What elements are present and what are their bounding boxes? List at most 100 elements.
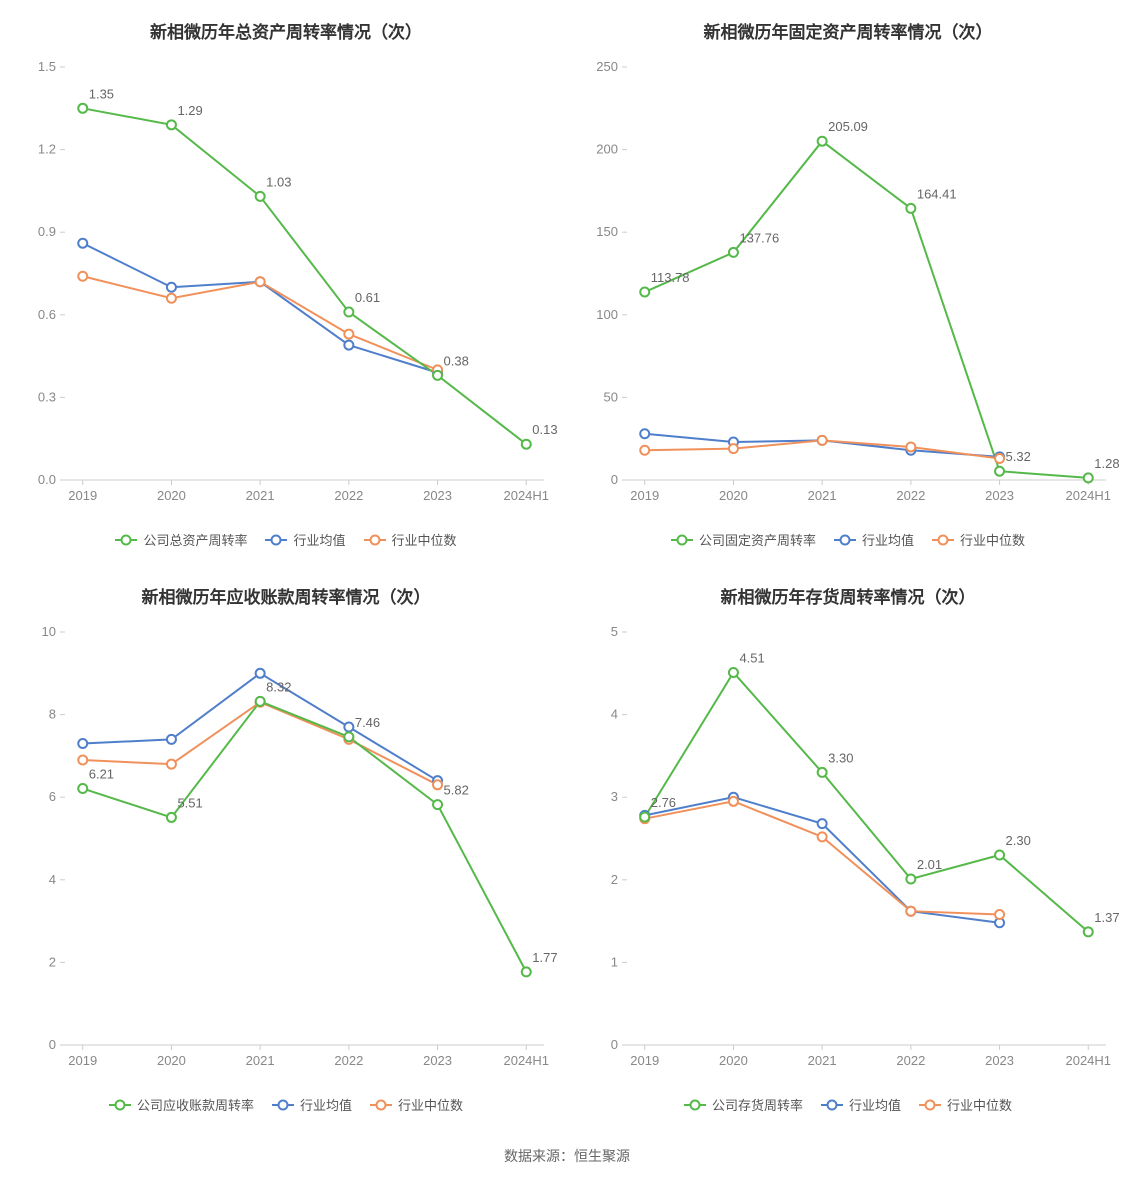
legend-label: 行业中位数 bbox=[392, 530, 457, 549]
y-tick-label: 0.3 bbox=[38, 389, 56, 404]
series-marker-industry_median bbox=[78, 756, 87, 765]
x-tick-label: 2023 bbox=[423, 488, 452, 503]
series-marker-industry_median bbox=[995, 910, 1004, 919]
x-tick-label: 2019 bbox=[630, 1053, 659, 1068]
y-tick-label: 6 bbox=[49, 789, 56, 804]
legend-item-industry_avg[interactable]: 行业均值 bbox=[265, 530, 345, 549]
legend-label: 行业均值 bbox=[300, 1095, 352, 1114]
legend-item-industry_median[interactable]: 行业中位数 bbox=[370, 1095, 463, 1114]
series-marker-industry_avg bbox=[167, 283, 176, 292]
data-label: 137.76 bbox=[739, 230, 779, 245]
legend-label: 公司固定资产周转率 bbox=[699, 530, 816, 549]
x-tick-label: 2020 bbox=[157, 488, 186, 503]
series-marker-company bbox=[995, 467, 1004, 476]
y-tick-label: 8 bbox=[49, 707, 56, 722]
data-label: 205.09 bbox=[828, 119, 868, 134]
data-source-note: 数据来源：恒生聚源 bbox=[0, 1140, 1134, 1184]
data-label: 8.32 bbox=[266, 679, 291, 694]
chart-panel-receivables_turnover: 新相微历年应收账款周转率情况（次）02468102019202020212022… bbox=[10, 575, 562, 1130]
series-marker-company bbox=[256, 192, 265, 201]
series-marker-industry_avg bbox=[818, 819, 827, 828]
legend-item-company[interactable]: 公司应收账款周转率 bbox=[109, 1095, 254, 1114]
chart-svg: 0246810201920202021202220232024H16.215.5… bbox=[10, 612, 562, 1085]
series-marker-company bbox=[818, 137, 827, 146]
data-label: 164.41 bbox=[917, 186, 957, 201]
x-tick-label: 2019 bbox=[68, 1053, 97, 1068]
data-label: 5.51 bbox=[177, 795, 202, 810]
legend-item-industry_avg[interactable]: 行业均值 bbox=[272, 1095, 352, 1114]
data-label: 5.82 bbox=[444, 783, 469, 798]
series-marker-industry_median bbox=[995, 454, 1004, 463]
x-tick-label: 2022 bbox=[896, 1053, 925, 1068]
legend-swatch-icon bbox=[109, 1099, 131, 1111]
data-label: 113.78 bbox=[651, 270, 690, 285]
series-marker-company bbox=[344, 732, 353, 741]
y-tick-label: 0.9 bbox=[38, 224, 56, 239]
x-tick-label: 2019 bbox=[68, 488, 97, 503]
series-line-company bbox=[83, 701, 527, 972]
legend-item-company[interactable]: 公司总资产周转率 bbox=[115, 530, 247, 549]
series-marker-company bbox=[167, 813, 176, 822]
x-tick-label: 2020 bbox=[719, 488, 748, 503]
legend-item-industry_avg[interactable]: 行业均值 bbox=[821, 1095, 901, 1114]
x-tick-label: 2023 bbox=[423, 1053, 452, 1068]
y-tick-label: 0 bbox=[49, 1037, 56, 1052]
legend-swatch-icon bbox=[834, 534, 856, 546]
series-line-industry_avg bbox=[83, 243, 438, 372]
chart-plot-area: 0246810201920202021202220232024H16.215.5… bbox=[10, 612, 562, 1085]
legend-item-industry_median[interactable]: 行业中位数 bbox=[364, 530, 457, 549]
data-label: 2.01 bbox=[917, 857, 942, 872]
legend-swatch-icon bbox=[265, 534, 287, 546]
data-label: 1.35 bbox=[89, 86, 114, 101]
data-label: 4.51 bbox=[739, 650, 764, 665]
series-marker-industry_median bbox=[256, 277, 265, 286]
y-tick-label: 50 bbox=[604, 389, 618, 404]
legend-swatch-icon bbox=[671, 534, 693, 546]
series-marker-industry_avg bbox=[344, 341, 353, 350]
data-label: 0.61 bbox=[355, 290, 380, 305]
legend-item-company[interactable]: 公司固定资产周转率 bbox=[671, 530, 816, 549]
data-label: 2.30 bbox=[1006, 833, 1031, 848]
x-tick-label: 2021 bbox=[246, 1053, 275, 1068]
x-tick-label: 2024H1 bbox=[1065, 488, 1111, 503]
y-tick-label: 5 bbox=[611, 624, 618, 639]
y-tick-label: 1 bbox=[611, 954, 618, 969]
series-marker-company bbox=[640, 813, 649, 822]
series-marker-company bbox=[995, 851, 1004, 860]
legend-item-industry_avg[interactable]: 行业均值 bbox=[834, 530, 914, 549]
series-marker-company bbox=[78, 104, 87, 113]
data-label: 1.37 bbox=[1094, 910, 1119, 925]
series-marker-industry_avg bbox=[344, 722, 353, 731]
data-label: 0.13 bbox=[532, 422, 557, 437]
y-tick-label: 100 bbox=[596, 307, 618, 322]
legend-swatch-icon bbox=[684, 1099, 706, 1111]
data-label: 5.32 bbox=[1006, 449, 1031, 464]
data-label: 3.30 bbox=[828, 750, 853, 765]
y-tick-label: 4 bbox=[611, 707, 618, 722]
data-label: 0.38 bbox=[444, 353, 469, 368]
chart-svg: 012345201920202021202220232024H12.764.51… bbox=[572, 612, 1124, 1085]
series-marker-industry_median bbox=[729, 444, 738, 453]
x-tick-label: 2022 bbox=[896, 488, 925, 503]
chart-title: 新相微历年固定资产周转率情况（次） bbox=[572, 10, 1124, 47]
chart-legend: 公司应收账款周转率 行业均值 行业中位数 bbox=[10, 1085, 562, 1120]
legend-label: 行业中位数 bbox=[398, 1095, 463, 1114]
series-marker-industry_avg bbox=[256, 669, 265, 678]
y-tick-label: 2 bbox=[611, 872, 618, 887]
legend-item-company[interactable]: 公司存货周转率 bbox=[684, 1095, 803, 1114]
legend-item-industry_median[interactable]: 行业中位数 bbox=[932, 530, 1025, 549]
series-marker-industry_median bbox=[729, 797, 738, 806]
x-tick-label: 2024H1 bbox=[503, 488, 549, 503]
data-label: 1.03 bbox=[266, 174, 291, 189]
series-marker-industry_median bbox=[344, 330, 353, 339]
series-line-industry_median bbox=[83, 702, 438, 785]
legend-swatch-icon bbox=[115, 534, 137, 546]
y-tick-label: 3 bbox=[611, 789, 618, 804]
x-tick-label: 2023 bbox=[985, 488, 1014, 503]
chart-svg: 0.00.30.60.91.21.52019202020212022202320… bbox=[10, 47, 562, 520]
series-marker-company bbox=[906, 204, 915, 213]
legend-item-industry_median[interactable]: 行业中位数 bbox=[919, 1095, 1012, 1114]
series-marker-industry_median bbox=[167, 760, 176, 769]
legend-label: 行业均值 bbox=[849, 1095, 901, 1114]
x-tick-label: 2021 bbox=[808, 488, 837, 503]
